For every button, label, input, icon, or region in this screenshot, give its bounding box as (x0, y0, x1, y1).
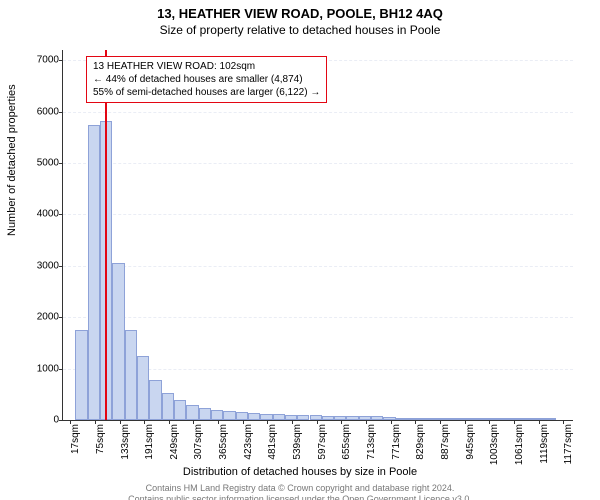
histogram-bar (346, 416, 358, 420)
histogram-bar (297, 415, 309, 420)
histogram-bar (88, 125, 100, 420)
x-tick-label: 829sqm (415, 424, 426, 460)
x-tick-label: 945sqm (465, 424, 476, 460)
y-gridline (63, 317, 573, 318)
histogram-bar (174, 400, 186, 420)
histogram-bar (199, 408, 211, 420)
x-tick-label: 249sqm (169, 424, 180, 460)
x-tick-label: 75sqm (95, 424, 106, 454)
histogram-bar (544, 418, 556, 420)
page-subtitle: Size of property relative to detached ho… (0, 23, 600, 37)
histogram-bar (482, 418, 494, 420)
histogram-bar (519, 418, 531, 420)
histogram-bar (383, 417, 395, 420)
histogram-bar (433, 418, 445, 420)
x-tick-label: 307sqm (193, 424, 204, 460)
x-tick-label: 191sqm (144, 424, 155, 460)
x-tick-label: 1003sqm (489, 424, 500, 465)
y-gridline (63, 214, 573, 215)
histogram-bar (371, 416, 383, 420)
histogram-bar (334, 416, 346, 420)
histogram-bar (420, 418, 432, 420)
x-tick-label: 655sqm (341, 424, 352, 460)
marker-line (105, 50, 107, 420)
histogram-bar (507, 418, 519, 420)
y-tick-label: 6000 (37, 106, 63, 117)
histogram-bar (112, 263, 124, 420)
histogram-bar (445, 418, 457, 420)
histogram-bar (75, 330, 87, 420)
histogram-bar (260, 414, 272, 420)
histogram-bar (457, 418, 469, 420)
footer-line-1: Contains HM Land Registry data © Crown c… (0, 483, 600, 493)
histogram-bar (310, 415, 322, 420)
histogram-bar (494, 418, 506, 420)
x-tick-label: 713sqm (366, 424, 377, 460)
histogram-bar (137, 356, 149, 420)
x-tick-label: 133sqm (120, 424, 131, 460)
y-gridline (63, 163, 573, 164)
y-gridline (63, 266, 573, 267)
plot-area: 0100020003000400050006000700017sqm75sqm1… (62, 50, 573, 421)
histogram-bar (162, 393, 174, 420)
y-tick-label: 0 (53, 415, 63, 426)
y-tick-label: 3000 (37, 260, 63, 271)
histogram-bar (186, 405, 198, 420)
y-tick-label: 2000 (37, 312, 63, 323)
chart-area: 0100020003000400050006000700017sqm75sqm1… (62, 50, 572, 420)
x-tick-label: 365sqm (218, 424, 229, 460)
annotation-box: 13 HEATHER VIEW ROAD: 102sqm ← 44% of de… (86, 56, 327, 103)
y-gridline (63, 112, 573, 113)
y-tick-label: 4000 (37, 209, 63, 220)
histogram-bar (125, 330, 137, 420)
histogram-bar (408, 418, 420, 420)
x-tick-label: 1119sqm (539, 424, 550, 464)
histogram-bar (359, 416, 371, 420)
x-axis-label: Distribution of detached houses by size … (0, 466, 600, 478)
x-tick-label: 17sqm (70, 424, 81, 454)
histogram-bar (273, 414, 285, 420)
histogram-bar (236, 412, 248, 420)
histogram-bar (223, 411, 235, 420)
histogram-bar (248, 413, 260, 420)
x-tick-label: 1177sqm (563, 424, 574, 464)
x-tick-label: 887sqm (440, 424, 451, 460)
annotation-line-1: 13 HEATHER VIEW ROAD: 102sqm (93, 60, 320, 73)
histogram-bar (531, 418, 543, 420)
y-tick-label: 7000 (37, 55, 63, 66)
footer-line-2: Contains public sector information licen… (0, 494, 600, 500)
footer: Contains HM Land Registry data © Crown c… (0, 483, 600, 500)
histogram-bar (211, 410, 223, 420)
x-tick-label: 1061sqm (514, 424, 525, 465)
x-tick-label: 423sqm (243, 424, 254, 460)
x-tick-label: 539sqm (292, 424, 303, 460)
histogram-bar (322, 416, 334, 420)
x-tick-label: 771sqm (391, 424, 402, 460)
histogram-bar (470, 418, 482, 420)
y-axis-label: Number of detached properties (6, 84, 18, 236)
x-tick-label: 597sqm (317, 424, 328, 460)
page-title: 13, HEATHER VIEW ROAD, POOLE, BH12 4AQ (0, 6, 600, 21)
y-tick-label: 1000 (37, 363, 63, 374)
x-tick-label: 481sqm (267, 424, 278, 460)
histogram-bar (396, 418, 408, 420)
histogram-bar (285, 415, 297, 420)
annotation-line-2: ← 44% of detached houses are smaller (4,… (93, 73, 320, 86)
histogram-bar (149, 380, 161, 420)
annotation-line-3: 55% of semi-detached houses are larger (… (93, 86, 320, 99)
y-tick-label: 5000 (37, 158, 63, 169)
